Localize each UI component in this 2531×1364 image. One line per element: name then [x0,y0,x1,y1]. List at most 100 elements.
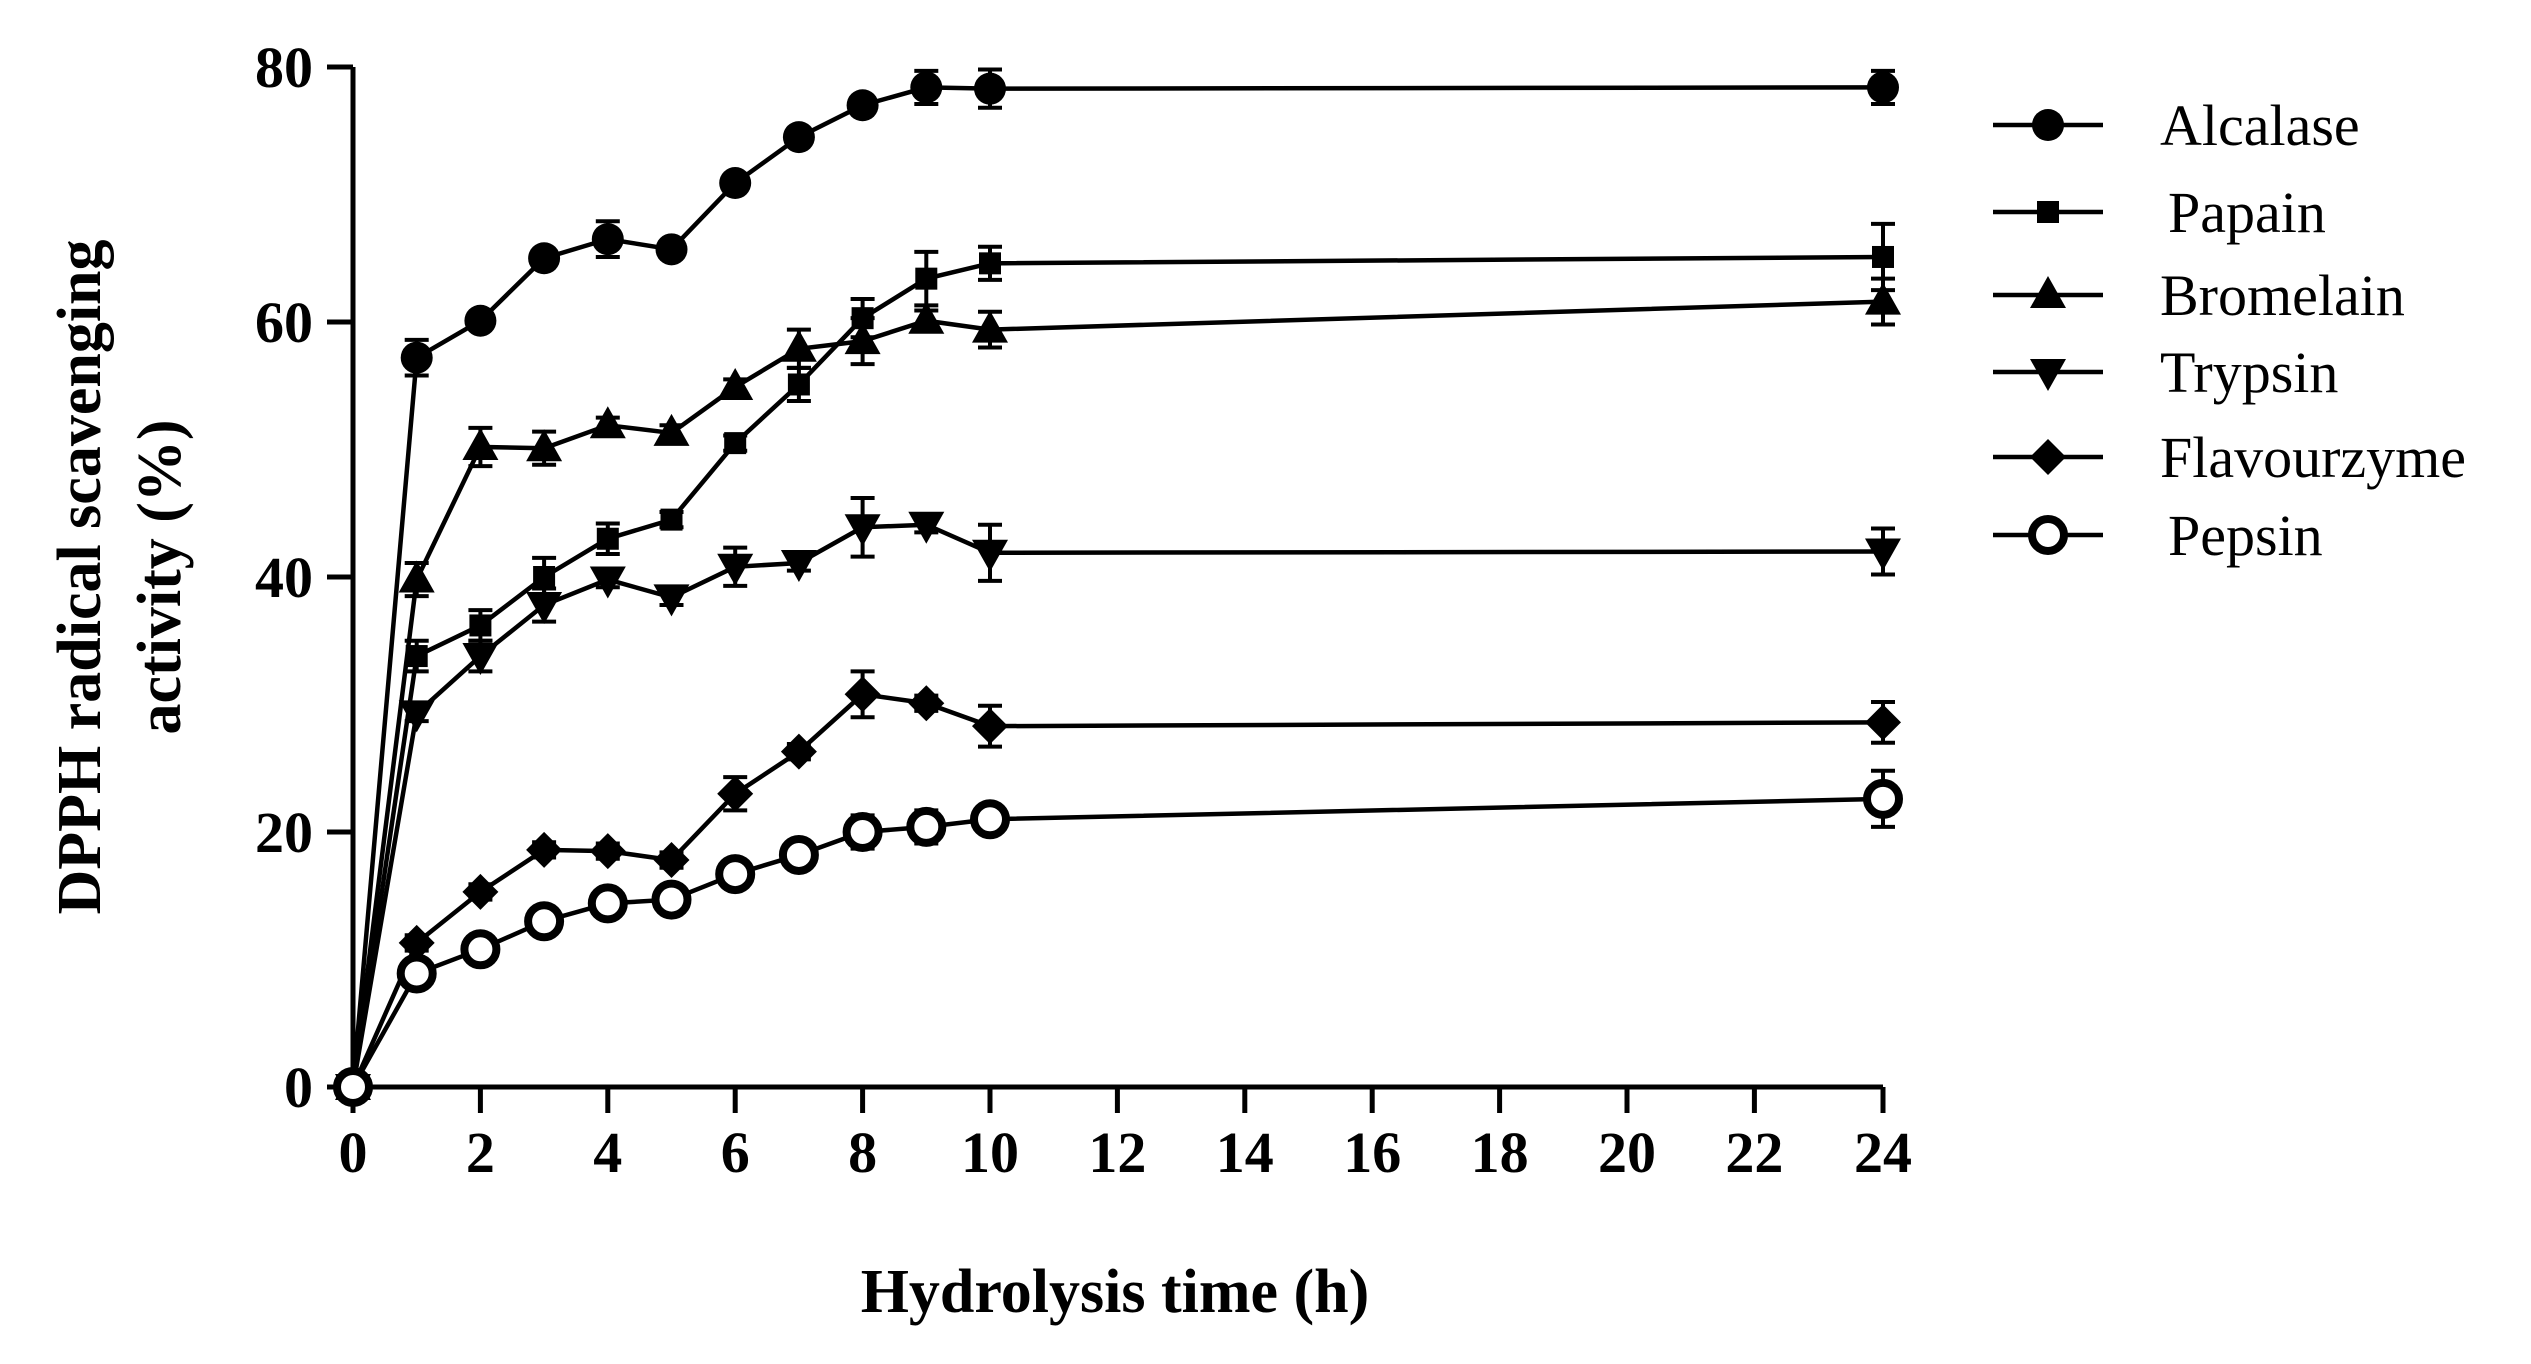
data-point [979,252,1001,275]
series-line-papain [350,254,1884,1088]
data-point [915,267,938,290]
data-point [398,700,435,733]
data-point [528,242,561,275]
data-point [653,842,690,879]
data-point [1865,538,1901,571]
data-point [846,89,879,122]
data-point [715,854,756,895]
series-trypsin [335,495,1901,1106]
data-point [908,511,945,544]
series-line-trypsin [350,522,1884,1088]
data-point [526,592,563,625]
data-point [972,708,1008,745]
x-tick-label: 12 [1088,1120,1146,1185]
data-point [653,584,690,617]
y-tick-label: 80 [255,35,313,100]
data-point [398,924,435,961]
data-point [782,121,815,154]
data-point [844,676,881,713]
data-point [1865,282,1901,315]
data-point [842,812,883,852]
series-line-alcalase [350,85,1884,1088]
series-line-bromelain [350,299,1884,1088]
x-tick-label: 8 [848,1120,877,1185]
data-point [717,775,754,812]
legend-item-trypsin: Trypsin [1993,340,2338,405]
y-tick-label: 40 [255,545,313,610]
data-point [398,560,435,593]
data-point [910,71,943,104]
data-point [974,72,1006,105]
x-tick-label: 24 [1854,1120,1912,1185]
legend-marker [2028,515,2068,555]
data-point [787,373,810,396]
data-point [1867,71,1899,104]
legend-marker [2037,201,2059,223]
x-axis-title: Hydrolysis time (h) [861,1258,1370,1326]
data-point [972,539,1008,572]
x-tick-label: 4 [593,1120,622,1185]
data-point [587,883,628,924]
legend-label: Flavourzyme [2160,425,2466,490]
y-axis-title: activity (%) [126,419,194,734]
x-tick-label: 14 [1216,1120,1274,1185]
data-point [526,831,563,868]
data-point [533,566,556,588]
series-line-flavourzyme [350,691,1884,1088]
data-point [908,301,945,334]
x-tick-label: 20 [1598,1120,1656,1185]
legend-label: Bromelain [2160,263,2405,328]
legend-item-pepsin: Pepsin [1993,503,2323,568]
legend-item-bromelain: Bromelain [1993,263,2405,328]
x-tick-label: 2 [466,1120,495,1185]
legend-marker [2030,359,2066,391]
series-papain [342,221,1895,1098]
data-point [717,368,754,401]
x-tick-label: 10 [961,1120,1019,1185]
x-tick-label: 22 [1725,1120,1783,1185]
data-point [844,322,881,355]
data-point [660,508,683,531]
data-point [589,406,626,439]
legend-label: Papain [2168,180,2326,245]
data-point [844,514,881,547]
x-tick-label: 6 [721,1120,750,1185]
legend-label: Alcalase [2160,93,2360,158]
data-point [1872,245,1894,268]
data-point [908,685,945,722]
data-point [906,806,947,847]
data-point [460,929,501,970]
data-point [524,901,565,942]
data-point [1863,778,1903,819]
series-line-pepsin [351,796,1884,1089]
series-alcalase [337,67,1899,1103]
data-point [780,329,817,362]
data-point [462,873,499,910]
data-point [462,643,499,676]
x-tick-label: 18 [1471,1120,1529,1185]
y-axis-title: DPPH radical scavenging [46,239,114,914]
series-flavourzyme [335,669,1901,1105]
data-point [653,413,690,446]
data-point [400,341,433,374]
data-point [333,1067,373,1107]
data-point [972,310,1008,343]
data-point [970,799,1010,840]
data-point [589,566,626,599]
data-point [469,614,492,637]
legend-marker [2030,439,2066,475]
data-point [655,233,688,266]
series-bromelain [335,276,1901,1100]
data-point [464,304,497,337]
data-point [526,429,563,462]
data-point [589,833,626,870]
x-tick-label: 16 [1343,1120,1401,1185]
legend-item-flavourzyme: Flavourzyme [1993,425,2466,490]
chart-series [333,67,1903,1107]
data-point [596,527,619,550]
data-point [1865,704,1901,741]
legend-label: Pepsin [2168,503,2323,568]
data-point [396,953,437,994]
